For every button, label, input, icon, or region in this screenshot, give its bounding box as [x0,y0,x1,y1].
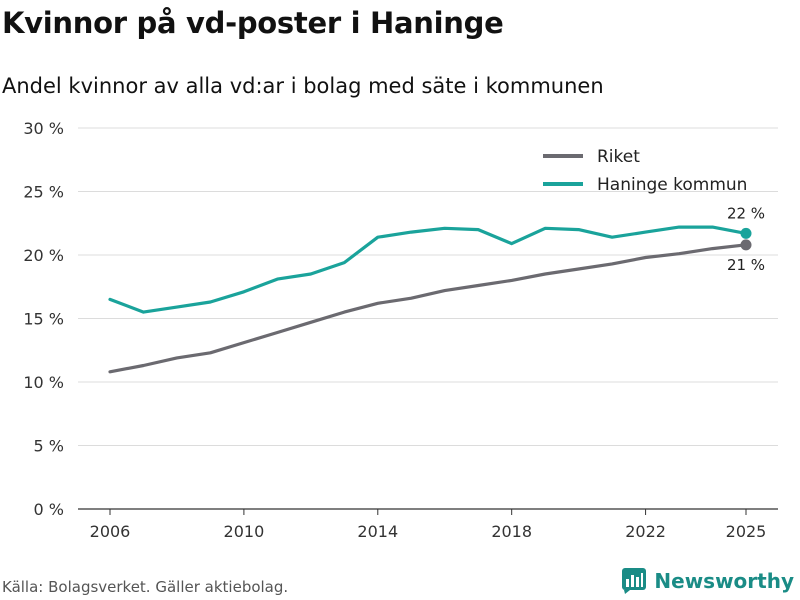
y-tick-label: 10 % [23,373,64,392]
x-tick-label: 2022 [625,522,666,541]
end-value-label: 22 % [727,204,765,222]
chart-subtitle: Andel kvinnor av alla vd:ar i bolag med … [2,74,604,98]
y-tick-label: 5 % [34,437,64,456]
y-tick-label: 30 % [23,119,64,138]
x-tick-label: 2010 [224,522,265,541]
y-tick-label: 15 % [23,310,64,329]
chart-title: Kvinnor på vd-poster i Haninge [2,6,504,40]
x-tick-label: 2025 [726,522,767,541]
brand-name: Newsworthy [654,569,794,593]
end-point-marker [740,239,752,251]
series-line [108,243,748,374]
y-tick-label: 25 % [23,183,64,202]
x-tick-label: 2018 [491,522,532,541]
legend-label: Riket [597,147,640,167]
source-note: Källa: Bolagsverket. Gäller aktiebolag. [2,578,289,596]
end-value-label: 21 % [727,256,765,274]
brand-logo: Newsworthy [622,568,794,594]
y-tick-label: 20 % [23,246,64,265]
x-tick-label: 2006 [90,522,131,541]
bar-chart-logo-icon [622,568,647,594]
end-point-marker [740,227,752,239]
legend-label: Haninge kommun [597,175,747,195]
y-tick-label: 0 % [34,500,64,519]
series-line [108,225,748,314]
x-tick-label: 2014 [357,522,398,541]
